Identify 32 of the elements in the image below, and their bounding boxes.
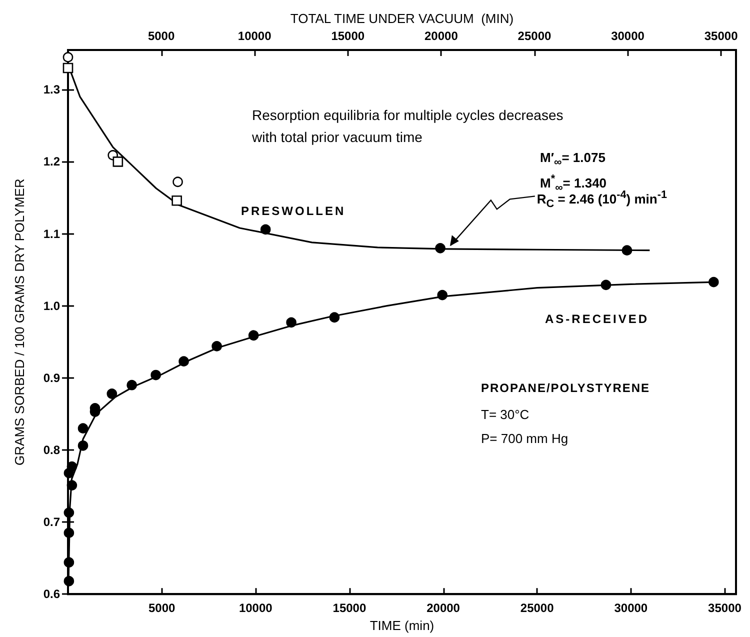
x2-tick-label: 10000 <box>238 29 272 43</box>
y-tick-label: 1.0 <box>43 298 60 313</box>
y-tick-label: 1.3 <box>43 82 60 97</box>
x-tick-label: 30000 <box>614 601 648 616</box>
x2-tick-label: 35000 <box>704 29 738 43</box>
y-tick-label: 0.6 <box>43 587 60 602</box>
x-tick-label: 5000 <box>148 601 176 616</box>
y-tick-label: 0.7 <box>43 515 60 530</box>
annotation: P= 700 mm Hg <box>481 430 568 448</box>
y-tick-label: 0.8 <box>43 442 60 457</box>
x-axis-title: TIME (min) <box>370 618 434 633</box>
x-tick-label: 25000 <box>520 601 554 616</box>
y-axis-title: GRAMS SORBED / 100 GRAMS DRY POLYMER <box>12 178 27 466</box>
x-tick-label: 10000 <box>238 601 273 616</box>
x2-tick-label: 15000 <box>331 29 365 43</box>
x2-axis-title: TOTAL TIME UNDER VACUUM (MIN) <box>290 11 514 26</box>
annotation: PROPANE/POLYSTYRENE <box>481 380 650 397</box>
y-tick-label: 1.2 <box>43 154 60 169</box>
y-tick-label: 0.9 <box>43 370 60 385</box>
x2-tick-label: 30000 <box>611 29 645 43</box>
annotation: T= 30°C <box>481 406 530 424</box>
x2-tick-label: 20000 <box>424 29 458 43</box>
x-tick-label: 35000 <box>708 601 742 616</box>
x-tick-label: 15000 <box>332 601 366 616</box>
annotation: PRESWOLLEN <box>241 203 346 220</box>
x2-tick-label: 25000 <box>518 29 552 43</box>
annotation: AS-RECEIVED <box>545 311 650 328</box>
x2-tick-label: 5000 <box>148 29 175 43</box>
annotation: Resorption equilibria for multiple cycles decreases with total prior vacuum time <box>252 106 564 147</box>
y-tick-label: 1.1 <box>43 226 60 241</box>
annotation: M′$_{∞}$= 1.075 <box>540 150 606 171</box>
x-tick-label: 20000 <box>426 601 460 616</box>
